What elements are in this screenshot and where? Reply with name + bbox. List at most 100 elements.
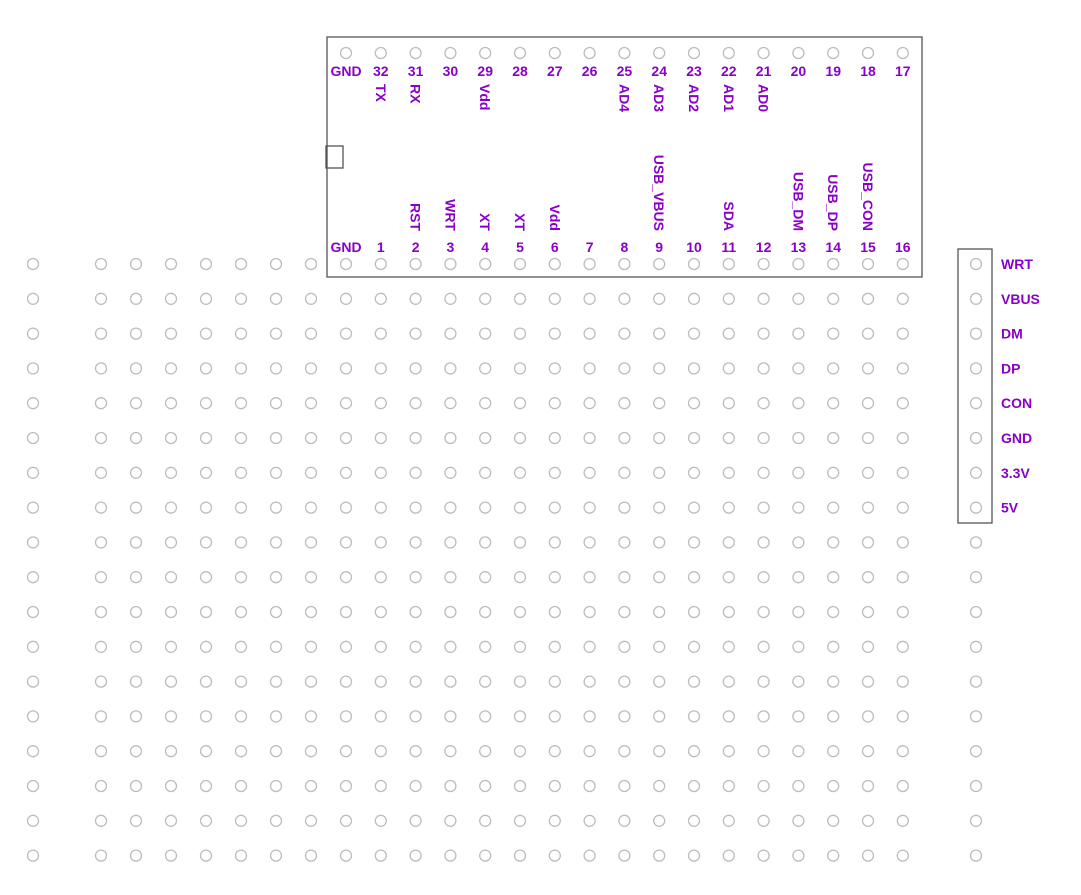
board-hole <box>653 536 666 549</box>
board-hole <box>339 605 353 619</box>
board-hole <box>199 640 213 653</box>
board-hole <box>269 327 283 340</box>
board-hole <box>792 536 805 549</box>
board-hole <box>444 745 457 758</box>
board-hole <box>26 849 40 862</box>
board-hole <box>513 466 527 479</box>
connector-pin-label: DP <box>1001 360 1020 376</box>
connector-hole <box>969 779 983 793</box>
board-hole <box>26 466 40 479</box>
board-hole <box>164 745 178 758</box>
board-hole <box>861 640 875 653</box>
board-hole <box>26 779 40 793</box>
board-hole <box>861 501 875 514</box>
board-hole <box>861 571 875 584</box>
bottom-pin-number: 12 <box>756 239 772 255</box>
board-hole <box>234 640 248 653</box>
chip-outline <box>326 36 923 278</box>
board-hole <box>861 675 875 688</box>
bottom-pin-number: 7 <box>586 239 594 255</box>
board-hole <box>722 640 735 653</box>
bottom-pin-number: 16 <box>895 239 911 255</box>
board-hole <box>199 327 213 340</box>
board-hole <box>479 257 492 271</box>
board-hole <box>409 536 422 549</box>
board-hole <box>269 292 283 305</box>
board-hole <box>548 640 561 653</box>
board-hole <box>26 814 40 827</box>
board-hole <box>304 431 318 445</box>
board-hole <box>722 675 735 688</box>
board-hole <box>513 571 527 584</box>
board-hole <box>199 466 213 479</box>
board-hole <box>94 397 108 410</box>
board-hole <box>687 849 701 862</box>
board-hole <box>199 745 213 758</box>
board-hole <box>896 710 909 723</box>
board-hole <box>583 814 596 827</box>
bottom-pin-signal: USB_VBUS <box>651 155 667 231</box>
board-hole <box>374 327 387 340</box>
board-hole <box>687 397 701 410</box>
board-hole <box>26 640 40 653</box>
board-hole <box>792 292 805 305</box>
bottom-pin-number: 10 <box>686 239 702 255</box>
board-hole <box>896 362 909 375</box>
bottom-pin-number: 15 <box>860 239 876 255</box>
board-hole <box>548 466 561 479</box>
board-hole <box>722 501 735 514</box>
board-hole <box>26 605 40 619</box>
board-hole <box>583 779 596 793</box>
board-hole <box>304 501 318 514</box>
board-hole <box>827 397 840 410</box>
bottom-pin-number: 2 <box>412 239 420 255</box>
board-hole <box>513 397 527 410</box>
bottom-pin-number: 6 <box>551 239 559 255</box>
board-hole <box>896 849 909 862</box>
board-hole <box>164 605 178 619</box>
board-hole <box>26 745 40 758</box>
board-hole <box>409 605 422 619</box>
board-hole <box>269 466 283 479</box>
board-hole <box>339 849 353 862</box>
board-hole <box>409 745 422 758</box>
board-hole <box>479 640 492 653</box>
board-hole <box>479 362 492 375</box>
board-hole <box>548 779 561 793</box>
board-hole <box>757 710 770 723</box>
board-hole <box>199 257 213 271</box>
board-hole <box>792 466 805 479</box>
board-hole <box>618 779 631 793</box>
board-hole <box>757 745 770 758</box>
board-hole <box>861 431 875 445</box>
board-hole <box>409 675 422 688</box>
board-hole <box>304 362 318 375</box>
board-hole <box>827 571 840 584</box>
board-hole <box>164 640 178 653</box>
board-hole <box>618 466 631 479</box>
board-hole <box>269 745 283 758</box>
board-hole <box>304 745 318 758</box>
board-hole <box>199 675 213 688</box>
board-hole <box>409 327 422 340</box>
board-hole <box>722 431 735 445</box>
top-pin-number: 27 <box>547 63 563 79</box>
board-hole <box>757 536 770 549</box>
board-hole <box>618 640 631 653</box>
board-hole <box>26 397 40 410</box>
board-hole <box>409 501 422 514</box>
board-hole <box>861 362 875 375</box>
board-hole <box>513 779 527 793</box>
board-hole <box>722 397 735 410</box>
board-hole <box>269 675 283 688</box>
board-hole <box>653 675 666 688</box>
board-hole <box>164 431 178 445</box>
top-pin-signal: AD0 <box>756 84 772 112</box>
board-hole <box>26 536 40 549</box>
board-hole <box>583 745 596 758</box>
board-hole <box>792 397 805 410</box>
connector-pin-labels: WRT VBUS DM DP CON GND 3.3V 5V <box>1001 256 1040 516</box>
board-hole <box>722 362 735 375</box>
board-hole <box>827 327 840 340</box>
board-hole <box>896 501 909 514</box>
